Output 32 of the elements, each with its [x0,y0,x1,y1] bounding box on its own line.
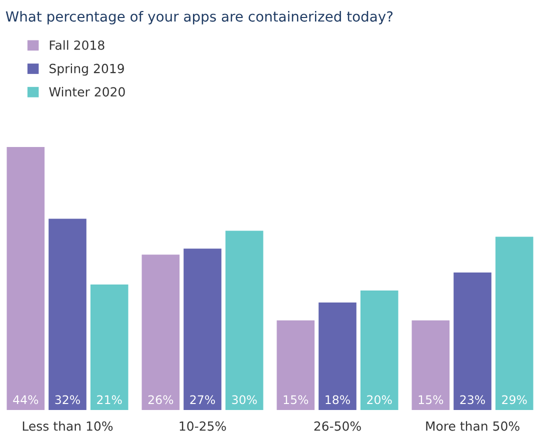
legend-label: Fall 2018 [50,40,104,50]
data-label: 30% [232,395,257,404]
bar [454,272,492,410]
bar [360,290,398,410]
legend-label: Winter 2020 [49,86,125,97]
bar [276,320,315,410]
bar [6,147,45,410]
x-tick-label: More than 50% [426,421,520,431]
data-label: 15% [284,395,308,404]
x-tick-label: 10-25% [180,421,226,431]
bar [90,284,128,410]
bar [48,218,86,410]
bar [318,302,356,410]
data-label: 26% [148,395,174,404]
chart-title: What percentage of your apps are containerized today? [6,10,393,24]
data-label: 29% [502,395,527,404]
bar [225,230,264,410]
data-label: 15% [418,395,444,404]
data-label: 44% [13,395,38,404]
bar [142,254,180,410]
data-label: 32% [55,395,80,404]
x-tick-label: 26-50% [314,421,361,431]
bar [495,236,534,410]
data-label: 18% [326,395,350,404]
legend-label: Spring 2019 [50,64,124,76]
x-tick-label: Less than 10% [22,421,113,431]
bar [184,248,222,410]
bar [412,320,450,410]
data-label: 20% [367,395,392,404]
data-label: 23% [460,395,485,404]
data-label: 21% [97,395,122,404]
data-label: 27% [190,395,215,404]
